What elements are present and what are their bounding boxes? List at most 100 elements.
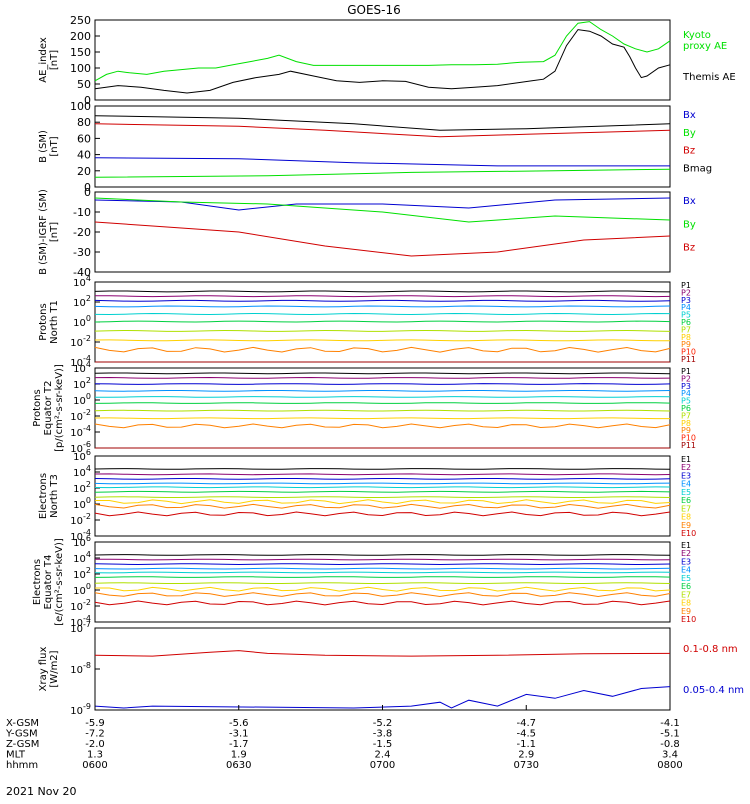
channel-label: P6 [681,318,691,327]
channel-line-e2 [94,473,671,476]
channel-label: P11 [681,441,696,450]
channel-label: P7 [681,411,691,420]
channel-line-e8 [95,499,671,505]
y-tick-label: 102 [73,566,91,581]
channel-label: P6 [681,404,691,413]
y-tick-label: 0 [84,186,91,199]
channel-line-p9 [94,346,671,353]
y-tick-label: -30 [73,246,91,259]
panel-frame [94,541,671,623]
legend-label: 0.1-0.8 nm [683,644,738,655]
channel-label: E4 [681,480,691,489]
channel-line-e7 [94,582,671,584]
y-tick-label: 150 [70,46,91,59]
y-axis-label: AE_index [38,37,49,83]
legend-label: By [683,128,696,139]
y-axis-label: Xray flux [38,647,49,692]
y-axis-label: B (SM) [38,130,49,163]
legend-label: Themis AE [682,72,736,83]
channel-label: E1 [681,455,691,464]
channel-label: E7 [681,590,691,599]
y-tick-label: 10-6 [70,440,91,455]
y-tick-label: 100 [73,314,91,329]
panel-xray: 10-7 10-8 10-9 Xray flux [W/m2] 0.1-0.8 nm 0.0… [38,620,744,717]
x-tick-label: -5.6 [229,718,249,729]
y-tick-label: 0 [84,181,91,194]
x-tick-label: 0700 [370,760,395,771]
channel-line-p7 [94,409,671,412]
channel-label: E10 [681,529,696,538]
chart-title: GOES-16 [347,3,401,17]
x-tick-label: -3.1 [229,729,249,740]
y-tick-label: 10-4 [70,614,91,629]
y-axis-label: Electrons [38,473,49,519]
x-row-label: X-GSM [6,718,39,729]
x-tick-label: -1.5 [373,739,393,750]
channel-line-p9 [94,423,671,429]
channel-line-p5 [94,312,671,316]
x-tick-label: 1.9 [231,750,247,761]
x-tick-label: 0800 [657,760,682,771]
y-axis-label: [p/(cm²-s-sr-keV)] [54,364,65,452]
channel-label: P1 [681,281,691,290]
y-tick-label: 200 [70,30,91,43]
series-line-bx [94,197,671,211]
y-tick-label: -20 [73,226,91,239]
legend-label: Bx [683,196,696,207]
x-tick-label: 0730 [514,760,539,771]
x-row-label: Y-GSM [5,729,38,740]
channel-label: P9 [681,340,691,349]
channel-label: P4 [681,303,691,312]
channel-label: P9 [681,426,691,435]
panel-frame [94,19,671,101]
channel-line-p2 [95,295,671,298]
panel-bsm: 100 80 60 40 20 0 B (SM) [nT] Bx By Bz Bmag [38,100,712,194]
channel-line-p7 [94,329,671,332]
channel-line-p3 [94,299,671,302]
channel-line-p2 [94,376,671,379]
channel-label: P7 [681,325,691,334]
channel-line-p8 [94,339,671,342]
channel-label: E1 [681,541,691,550]
y-tick-label: 40 [77,149,91,162]
y-tick-label: 100 [70,62,91,75]
y-tick-label: 104 [73,274,91,289]
y-tick-label: 100 [73,392,91,407]
series-line-by [94,197,671,223]
legend-label: 0.05-0.4 nm [683,685,744,696]
y-axis-label: Equator T2 [43,381,54,436]
channel-label: E5 [681,488,691,497]
panel-frame [94,627,671,711]
channel-line-e2 [95,558,671,561]
x-tick-label: -5.2 [373,718,393,729]
x-tick-label: -2.0 [85,739,105,750]
y-tick-label: 104 [73,464,91,479]
y-tick-label: 10-2 [70,512,91,527]
y-tick-label: 10-4 [70,354,91,369]
series-line-bz [94,123,671,138]
y-tick-label: 10-4 [70,528,91,543]
channel-line-p5 [94,396,671,398]
x-tick-label: -7.2 [85,729,105,740]
series-line-bmag [94,115,671,131]
channel-label: E6 [681,582,691,591]
legend-label: proxy AE [683,41,727,52]
date-label: 2021 Nov 20 [6,785,76,798]
y-tick-label: 60 [77,132,91,145]
y-tick-label: 0 [84,94,91,107]
channel-label: E2 [681,549,691,558]
y-tick-label: 10-2 [70,598,91,613]
y-tick-label: 106 [73,448,91,463]
series-line-bx [94,157,670,167]
channel-line-e1 [94,468,671,470]
series-line-0-05-0-4-nm [94,686,671,709]
x-row-label: hhmm [6,760,38,771]
y-axis-label: Electrons [32,559,43,605]
channel-label: E4 [681,566,691,575]
channel-label: E7 [681,504,691,513]
y-tick-label: 10-2 [70,334,91,349]
channel-line-e5 [94,486,671,489]
x-tick-label: 1.3 [87,750,103,761]
channel-label: E5 [681,574,691,583]
y-tick-label: 10-2 [70,408,91,423]
